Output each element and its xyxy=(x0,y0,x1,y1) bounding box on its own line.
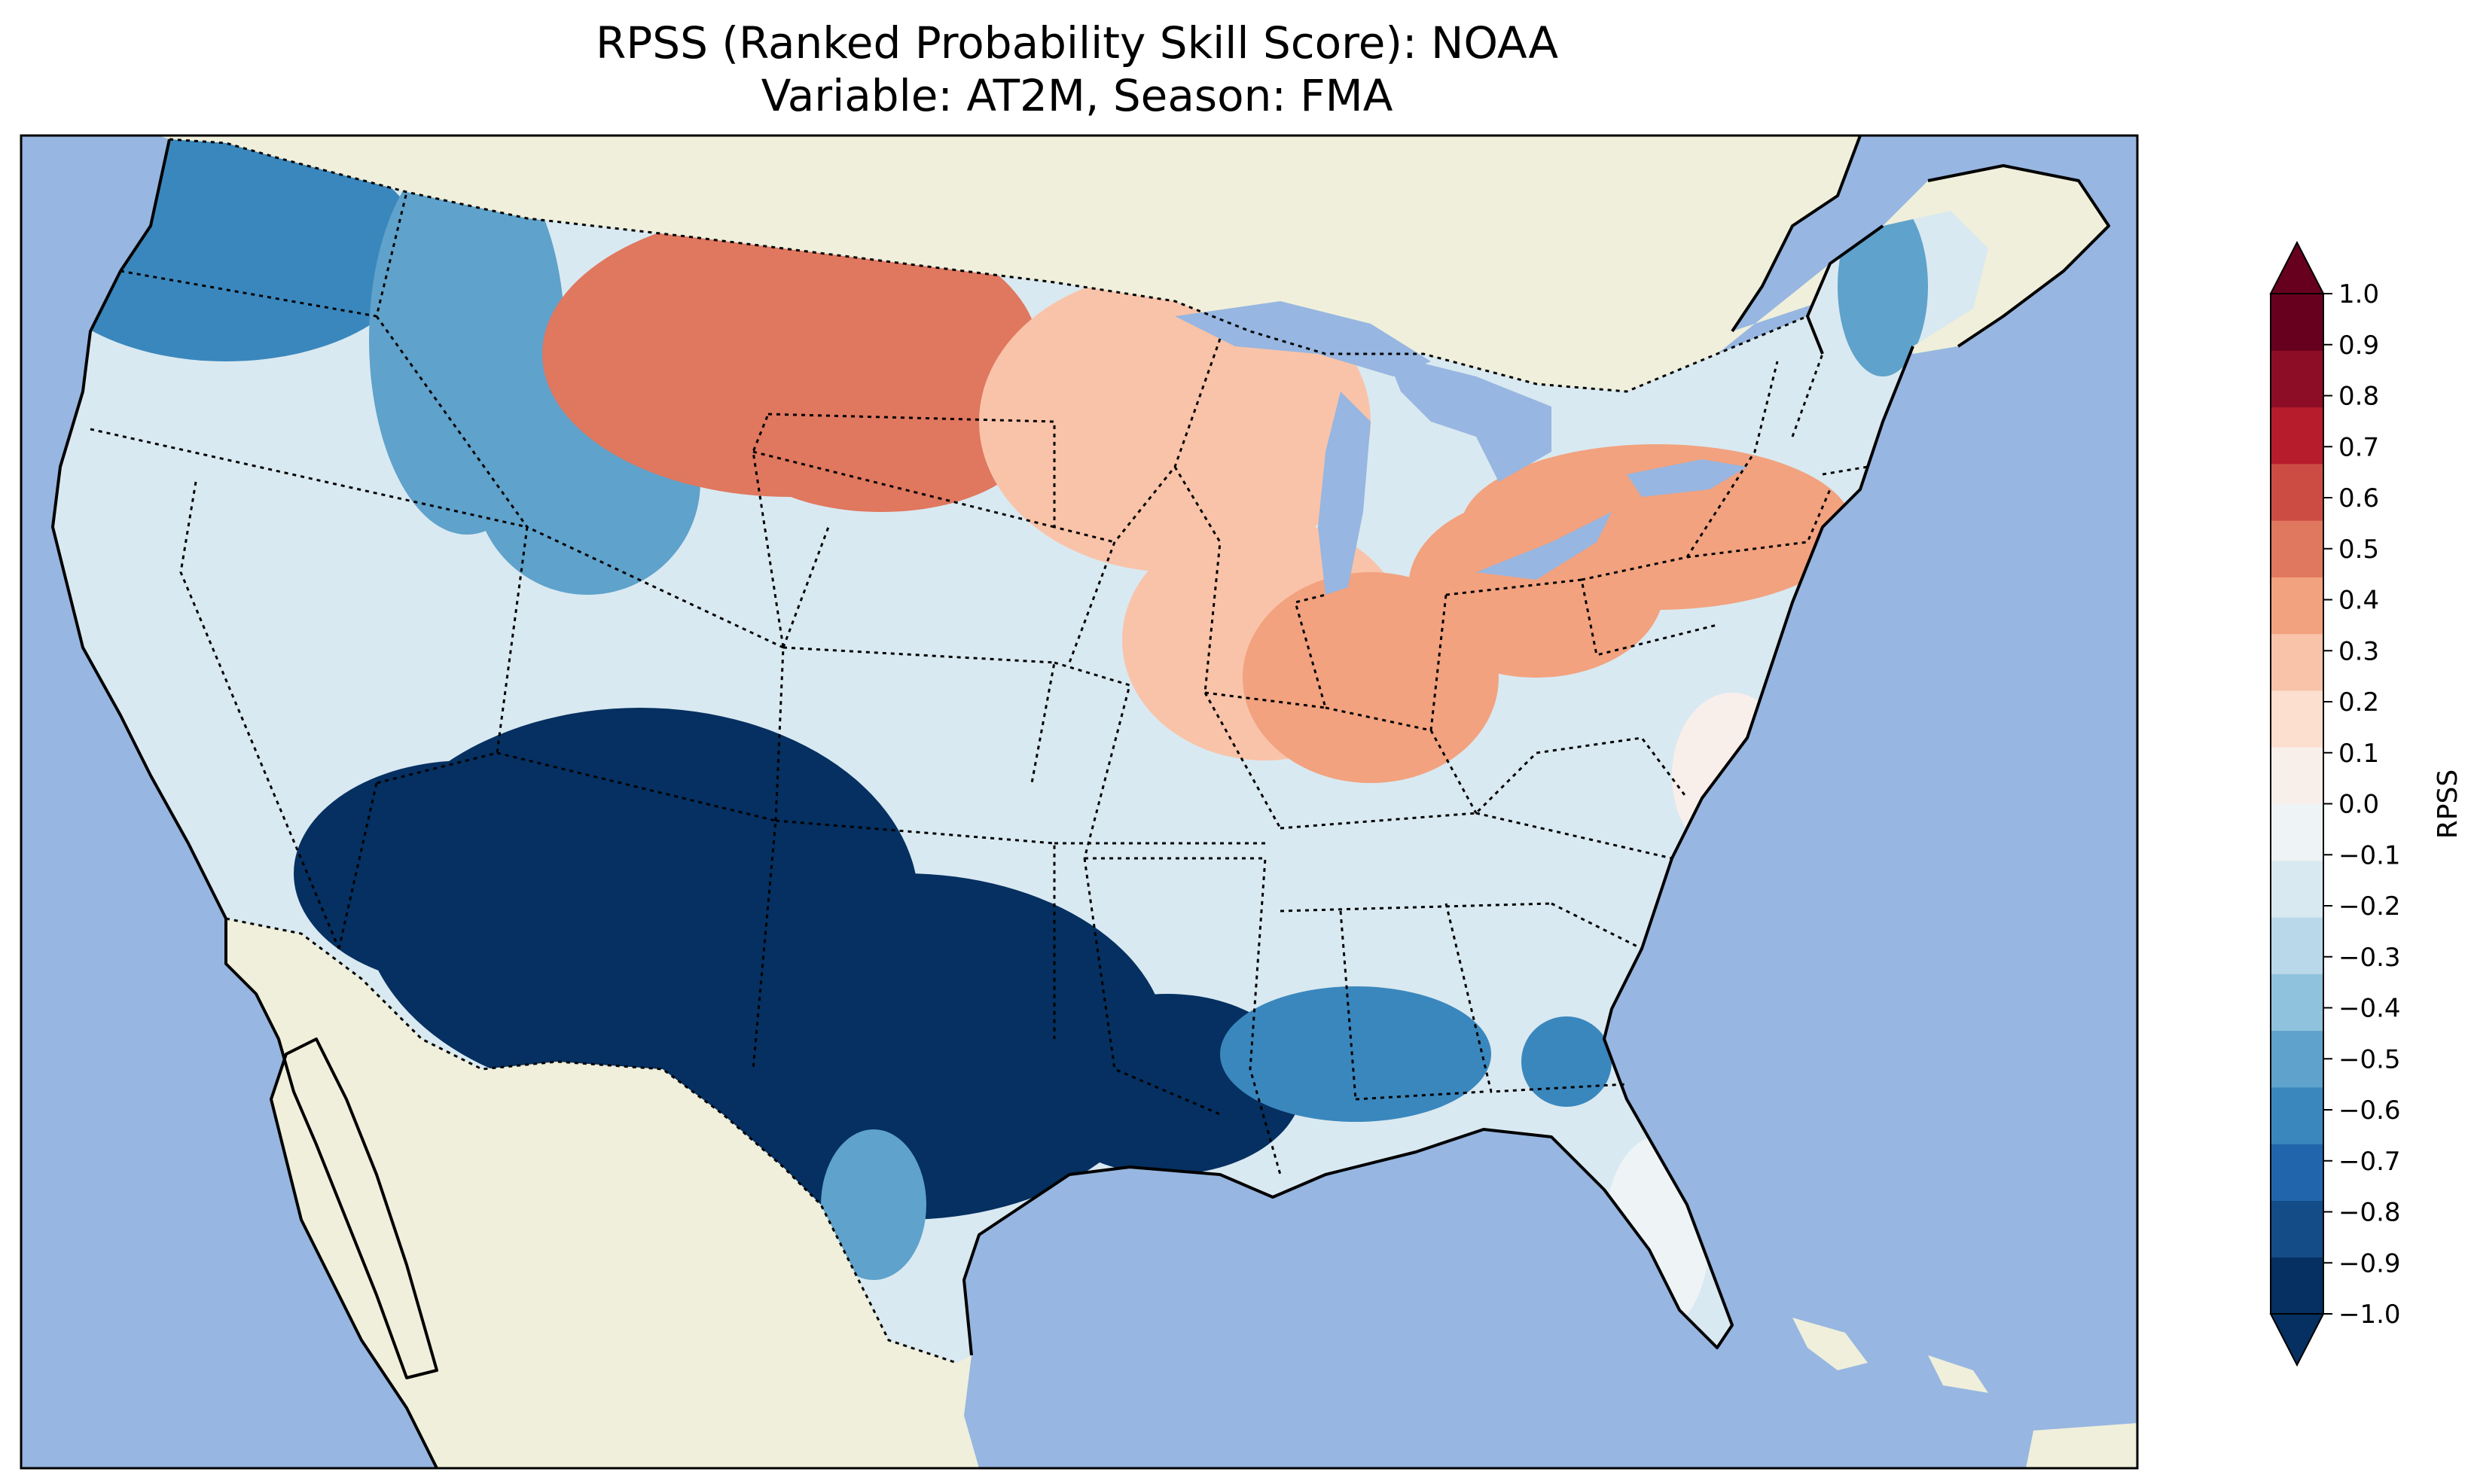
colorbar-swatch xyxy=(2271,917,2323,974)
colorbar-swatch xyxy=(2271,1144,2323,1201)
colorbar-swatch xyxy=(2271,520,2323,577)
colorbar-tick-label: 0.3 xyxy=(2338,636,2379,666)
colorbar-swatch xyxy=(2271,1257,2323,1315)
mexico-land xyxy=(226,919,979,1468)
map-frame xyxy=(20,134,2139,1470)
colorbar-tick-label: −0.3 xyxy=(2338,943,2401,973)
colorbar-tick-label: 0.2 xyxy=(2338,687,2379,718)
colorbar-ticks: −1.0 −0.9 −0.8 −0.7 −0.6 −0.5 −0.4 −0.3 −0.2 −0.1… xyxy=(2323,279,2401,1330)
colorbar-tick-label: 0.0 xyxy=(2338,790,2379,820)
region-northeast-1 xyxy=(1431,520,1672,640)
colorbar-tick-label: −0.5 xyxy=(2338,1044,2401,1074)
colorbar-tick-label: 1.0 xyxy=(2338,279,2379,309)
colorbar-swatch xyxy=(2271,633,2323,691)
colorbar-swatch xyxy=(2271,690,2323,748)
colorbar-swatch xyxy=(2271,407,2323,465)
title-line-2: Variable: AT2M, Season: FMA xyxy=(761,70,1393,121)
colorbar-tick-label: 0.6 xyxy=(2338,483,2379,513)
colorbar-swatch xyxy=(2271,803,2323,861)
us-canada-border xyxy=(169,138,1884,393)
region-texas-south-central xyxy=(640,873,1167,1220)
canada-land xyxy=(158,136,2109,392)
colorbar-tick-label: −0.9 xyxy=(2338,1248,2401,1278)
colorbar-tick-label: 0.1 xyxy=(2338,739,2379,769)
colorbar-tick-label: −0.1 xyxy=(2338,840,2401,870)
colorbar-swatch xyxy=(2271,1030,2323,1088)
colorbar-swatch xyxy=(2271,860,2323,918)
colorbar-swatch xyxy=(2271,350,2323,408)
colorbar-swatch xyxy=(2271,1086,2323,1144)
region-southwest-four-corners-1 xyxy=(294,760,640,986)
colorbar-tick-label: −1.0 xyxy=(2338,1300,2401,1330)
colorbar-tick-label: −0.2 xyxy=(2338,891,2401,922)
colorbar-tick-label: 0.4 xyxy=(2338,586,2379,616)
region-gulf-coast xyxy=(1220,986,1491,1122)
region-gulf-coast-1 xyxy=(1521,1016,1612,1107)
colorbar-swatches xyxy=(2270,293,2324,1315)
colorbar-extend-bottom xyxy=(2269,1313,2325,1367)
colorbar-tick-label: −0.8 xyxy=(2338,1198,2401,1228)
colorbar-tick-label: 0.5 xyxy=(2338,535,2379,565)
colorbar-swatch xyxy=(2271,577,2323,635)
colorbar-tick-label: 0.9 xyxy=(2338,331,2379,361)
us-mexico-border xyxy=(225,917,957,1364)
colorbar-swatch xyxy=(2271,974,2323,1031)
colorbar-tick-label: 0.7 xyxy=(2338,432,2379,462)
colorbar-tick-label: −0.6 xyxy=(2338,1095,2401,1126)
colorbar-tick-label: −0.4 xyxy=(2338,994,2401,1024)
great-lakes xyxy=(1175,301,1747,595)
colorbar-tick-label: 0.8 xyxy=(2338,382,2379,412)
colorbar-swatch xyxy=(2271,294,2323,351)
chart-title: RPSS (Ranked Probability Skill Score): N… xyxy=(0,17,2154,122)
canada-coastline xyxy=(1731,136,2110,348)
colorbar-tick-label: −0.7 xyxy=(2338,1147,2401,1177)
colorbar-label: RPSS xyxy=(2433,769,2463,839)
caribbean-islands xyxy=(1792,1318,2137,1468)
state-borders xyxy=(90,191,1868,1175)
colorbar-extend-top xyxy=(2269,240,2325,294)
colorbar-swatch xyxy=(2271,1200,2323,1258)
colorbar-swatch xyxy=(2271,747,2323,804)
colorbar-swatch xyxy=(2271,463,2323,521)
region-northern-plains-1 xyxy=(731,361,1032,512)
mexico-coastline xyxy=(224,919,438,1468)
title-line-1: RPSS (Ranked Probability Skill Score): N… xyxy=(595,17,1558,69)
region-south-texas xyxy=(821,1129,926,1280)
